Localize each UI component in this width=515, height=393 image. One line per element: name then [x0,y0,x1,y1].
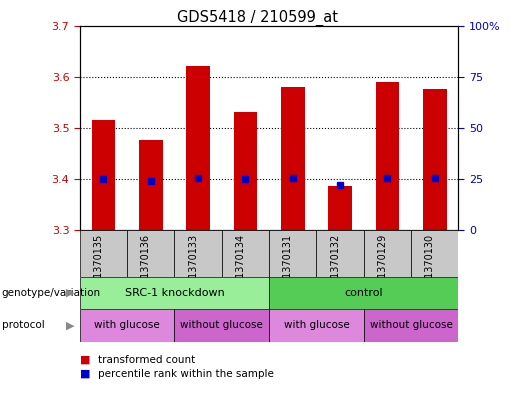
Text: with glucose: with glucose [94,320,160,330]
Text: GSM1370133: GSM1370133 [188,234,198,299]
Bar [281,87,304,230]
Text: without glucose: without glucose [370,320,453,330]
Bar [175,230,222,277]
Bar [127,230,175,277]
Text: ■: ■ [80,354,90,365]
Text: without glucose: without glucose [180,320,263,330]
Bar [222,230,269,277]
Text: genotype/variation: genotype/variation [2,288,100,298]
Bar [186,66,210,230]
Bar [80,277,269,309]
Bar [364,309,458,342]
Bar [269,309,364,342]
Text: GSM1370130: GSM1370130 [425,234,435,299]
Text: GDS5418 / 210599_at: GDS5418 / 210599_at [177,10,338,26]
Text: GSM1370129: GSM1370129 [377,234,387,299]
Bar [234,112,258,230]
Bar [423,90,447,230]
Text: transformed count: transformed count [98,354,195,365]
Text: protocol: protocol [2,320,44,330]
Bar [269,277,458,309]
Text: GSM1370136: GSM1370136 [141,234,151,299]
Text: ■: ■ [80,369,90,379]
Text: ▶: ▶ [66,288,75,298]
Text: GSM1370134: GSM1370134 [235,234,246,299]
Bar [328,187,352,230]
Text: SRC-1 knockdown: SRC-1 knockdown [125,288,225,298]
Bar [411,230,458,277]
Text: ▶: ▶ [66,320,75,330]
Text: GSM1370135: GSM1370135 [94,234,104,299]
Text: GSM1370132: GSM1370132 [330,234,340,299]
Bar [375,82,399,230]
Bar [316,230,364,277]
Bar [175,309,269,342]
Bar [92,120,115,230]
Bar [80,230,127,277]
Bar [269,230,316,277]
Text: control: control [345,288,383,298]
Text: GSM1370131: GSM1370131 [283,234,293,299]
Text: with glucose: with glucose [284,320,349,330]
Text: percentile rank within the sample: percentile rank within the sample [98,369,274,379]
Bar [139,141,163,230]
Bar [80,309,175,342]
Bar [364,230,411,277]
